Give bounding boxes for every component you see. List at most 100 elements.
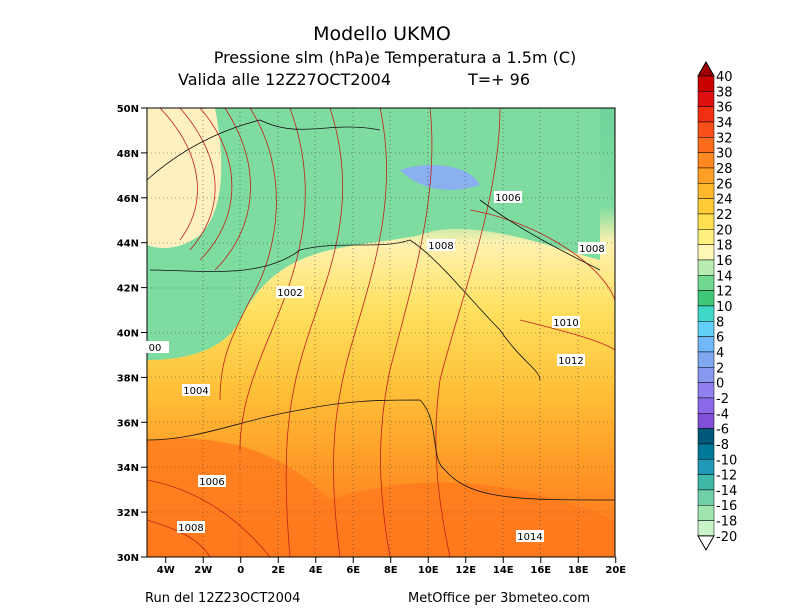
lon-label: 14E [493,565,514,576]
hot-area [147,438,615,557]
isobar-label: 1008 [579,244,604,255]
isobar-label: 1010 [553,318,578,329]
lon-label: 4E [309,565,323,576]
colorbar-swatch [697,91,715,107]
lat-label: 30N [117,553,139,564]
lat-label: 48N [117,149,139,160]
run-info: Run del 12Z23OCT2004 [145,591,300,606]
colorbar-swatch [697,275,715,291]
isobar-label-bg [557,354,585,366]
isobar-label: 1014 [517,532,542,543]
colorbar-swatch [697,321,715,337]
colorbar-swatch [697,259,715,276]
isobar-label: 00 [149,343,162,354]
lat-label: 50N [117,104,139,115]
lat-label: 42N [117,284,139,295]
colorbar-swatch [697,382,715,399]
colorbar-label: 22 [716,208,733,223]
lat-label: 46N [117,194,139,205]
colorbar-swatch [697,75,715,92]
colorbar-label: 26 [716,177,733,192]
colorbar-swatch [697,459,715,475]
colorbar-swatch [697,474,715,491]
colorbar-swatch [697,229,715,245]
lon-label: 12E [455,565,476,576]
isobar-label: 1006 [199,477,224,488]
colorbar-label: 2 [716,361,724,376]
colorbar-label: -18 [716,515,737,530]
colorbar-swatch [697,244,715,261]
forecast-step: T=+ 96 [467,70,530,89]
colorbar-swatch [697,413,715,429]
isobar-label-bg [198,475,226,487]
lon-label: 20E [605,565,626,576]
axis-labels: 50N 48N 46N 44N 42N 40N 38N 36N 34N 32N 30N 4W 2W 0 2E… [117,104,627,576]
lon-label: 0 [237,565,244,576]
colorbar-label: 32 [716,131,733,146]
colorbar-swatch [697,489,715,506]
colorbar-label: -16 [716,499,737,514]
isobar-label: 1006 [495,193,520,204]
colorbar-swatch [697,183,715,199]
colorbar-swatch [697,106,715,123]
colorbar-label: 4 [716,346,724,361]
isobar-label-bg [494,191,522,203]
colorbar-label: 8 [716,315,724,330]
cold-area [400,165,480,190]
coastlines [147,119,615,501]
colorbar-swatch [697,213,715,230]
lat-label: 32N [117,508,139,519]
isobar-labels: 1006 1008 1008 1002 1010 1012 00 1004 1006 1008 10… [141,191,606,543]
colorbar-label: 16 [716,254,733,269]
colorbar-swatch [697,167,715,184]
lon-label: 18E [568,565,589,576]
isobar-label: 1008 [428,241,453,252]
title: Modello UKMO [313,23,451,45]
lon-label: 8E [384,565,398,576]
colorbar-swatch [697,397,715,414]
isobar-label: 1004 [183,386,208,397]
isobars [147,108,615,557]
colorbar-top [697,60,715,77]
isobar-label-bg [177,521,205,533]
valid-time: Valida alle 12Z27OCT2004 [178,70,391,89]
colorbar-label: -8 [716,438,729,453]
lat-label: 38N [117,373,139,384]
colorbar-swatch [697,504,715,521]
isobar-label: 1002 [277,288,302,299]
colorbar-label: -2 [716,392,729,407]
lat-label: 44N [117,239,139,250]
subtitle: Pressione slm (hPa)e Temperatura a 1.5m … [214,48,577,67]
colorbar-label: 12 [716,285,733,300]
colorbar-swatch [697,443,715,460]
source: MetOffice per 3bmeteo.com [408,591,590,606]
colorbar-label: -10 [716,453,737,468]
isobar-label-bg [427,239,455,251]
graticule [147,108,615,557]
colorbar-label: 14 [716,269,733,284]
colorbar-label: 38 [716,85,733,100]
colorbar: 4038363432302826242220181614121086420-2-… [697,60,737,551]
colorbar-label: -14 [716,484,737,499]
lon-label: 16E [530,565,551,576]
colorbar-label: 36 [716,101,733,116]
colorbar-swatch [697,137,715,153]
colorbar-label: 10 [716,300,733,315]
map-field [147,108,615,557]
colorbar-label: 6 [716,331,724,346]
colorbar-label: 24 [716,193,733,208]
colorbar-swatch [697,121,715,138]
colorbar-label: 20 [716,223,733,238]
lat-label: 36N [117,418,139,429]
isobar-label-bg [578,242,606,254]
colorbar-swatch [697,351,715,368]
colorbar-swatch [697,428,715,445]
colorbar-label: 34 [716,116,733,131]
colorbar-bottom [697,535,715,551]
colorbar-swatch [697,290,715,307]
colorbar-label: 0 [716,377,724,392]
colorbar-swatch [697,336,715,353]
isobar-label-bg [141,341,169,353]
cool-area [147,108,600,360]
